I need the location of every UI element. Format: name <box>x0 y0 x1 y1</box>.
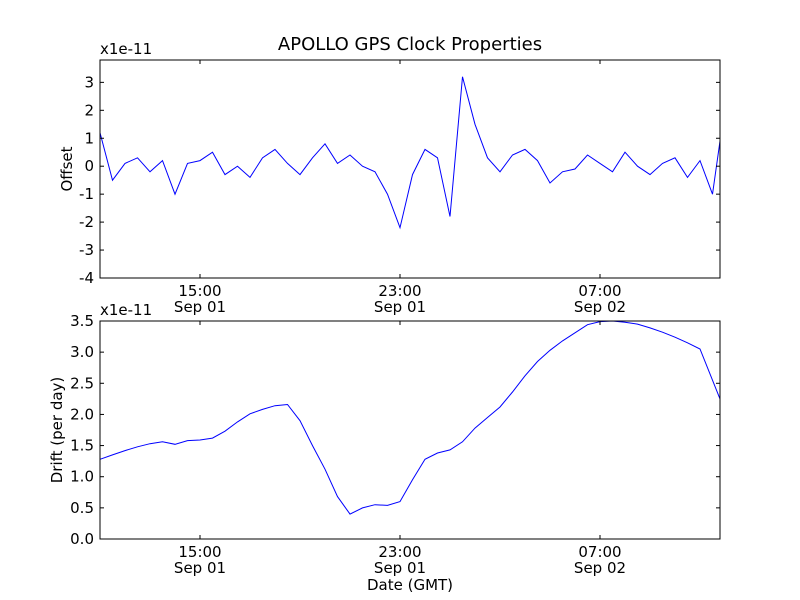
offset-y-ticks: -4 -3 -2 -1 0 1 2 3 <box>79 73 720 287</box>
y-tick-label: -4 <box>79 269 94 287</box>
y-tick-label: 2.0 <box>70 405 94 423</box>
y-tick-label: 1.5 <box>70 437 94 455</box>
drift-y-ticks: 0.0 0.5 1.0 1.5 2.0 2.5 3.0 3.5 <box>70 312 720 548</box>
y-tick-label: 0 <box>84 157 94 175</box>
drift-y-multiplier: x1e-11 <box>100 301 152 319</box>
x-tick-label-date: Sep 01 <box>374 298 426 316</box>
x-tick-label-time: 23:00 <box>378 543 421 561</box>
x-tick-label-date: Sep 01 <box>174 298 226 316</box>
y-tick-label: 1.0 <box>70 468 94 486</box>
x-tick-label-time: 15:00 <box>178 543 221 561</box>
y-tick-label: 0.5 <box>70 499 94 517</box>
drift-x-axis-label: Date (GMT) <box>367 576 453 594</box>
y-tick-label: 0.0 <box>70 530 94 548</box>
x-tick-label-date: Sep 01 <box>174 559 226 577</box>
drift-y-axis-label: Drift (per day) <box>48 377 66 484</box>
x-tick-label-date: Sep 02 <box>574 559 626 577</box>
y-tick-label: 1 <box>84 129 94 147</box>
offset-y-axis-label: Offset <box>58 146 76 191</box>
offset-axes-frame <box>99 59 721 279</box>
offset-series-line <box>99 76 721 230</box>
x-tick-label-date: Sep 02 <box>574 298 626 316</box>
x-tick-label-time: 07:00 <box>578 543 621 561</box>
y-tick-label: -1 <box>79 185 94 203</box>
x-tick-label-time: 23:00 <box>378 282 421 300</box>
y-tick-label: -3 <box>79 241 94 259</box>
y-tick-label: 3 <box>84 73 94 91</box>
figure-title: APOLLO GPS Clock Properties <box>278 34 542 55</box>
y-tick-label: 2.5 <box>70 374 94 392</box>
y-tick-label: 3.5 <box>70 312 94 330</box>
offset-y-multiplier: x1e-11 <box>100 40 152 58</box>
x-tick-label-time: 07:00 <box>578 282 621 300</box>
x-tick-label-time: 15:00 <box>178 282 221 300</box>
y-tick-label: 3.0 <box>70 343 94 361</box>
y-tick-label: -2 <box>79 213 94 231</box>
drift-series-line <box>99 320 721 515</box>
y-tick-label: 2 <box>84 101 94 119</box>
x-tick-label-date: Sep 01 <box>374 559 426 577</box>
drift-axes-frame <box>99 320 721 540</box>
